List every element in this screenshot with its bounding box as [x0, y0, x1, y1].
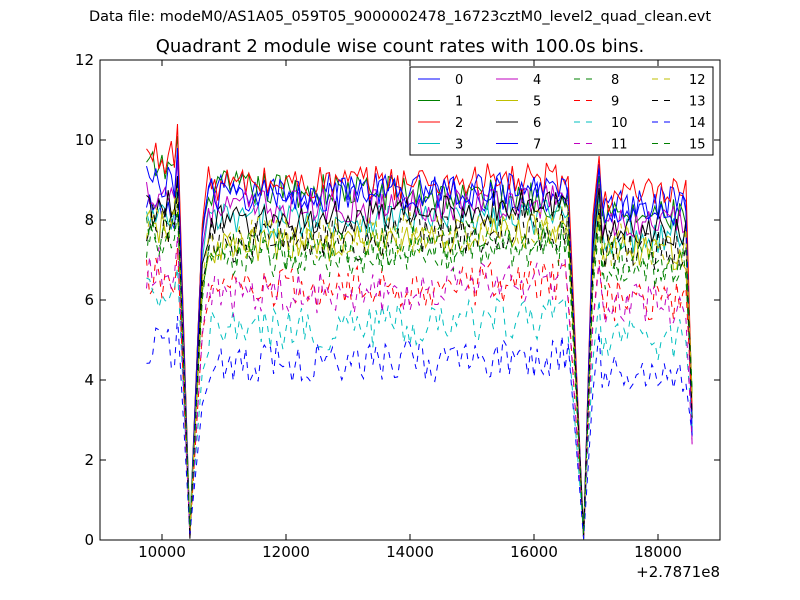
y-tick-label: 2	[84, 451, 94, 469]
series-line-15	[146, 211, 693, 535]
y-tick-label: 4	[84, 371, 94, 389]
y-tick-label: 12	[75, 51, 94, 69]
legend-label-0: 0	[455, 73, 463, 88]
legend-label-2: 2	[455, 116, 463, 131]
series-line-9	[146, 247, 693, 537]
x-tick-label: 16000	[510, 543, 558, 561]
series-line-8	[146, 203, 693, 534]
y-tick-label: 8	[84, 211, 94, 229]
legend-label-8: 8	[611, 73, 619, 88]
series-line-2	[146, 123, 693, 536]
legend-frame	[409, 66, 714, 156]
series-line-6	[146, 175, 693, 539]
data-file-title: Data file: modeM0/AS1A05_059T05_90000024…	[88, 9, 712, 25]
legend-label-4: 4	[533, 73, 541, 88]
x-offset-label: +2.7871e8	[636, 563, 720, 581]
axis-layer: 10000 12000 14000 16000 18000024681012+2.787…	[75, 51, 720, 581]
series-line-7	[146, 147, 693, 538]
legend-label-7: 7	[533, 138, 541, 153]
series-line-12	[146, 187, 693, 540]
x-tick-label: 18000	[634, 543, 682, 561]
y-tick-label: 10	[75, 131, 94, 149]
y-tick-label: 0	[84, 531, 94, 549]
legend-label-15: 15	[689, 138, 706, 153]
legend-label-12: 12	[689, 73, 706, 88]
x-tick-label: 14000	[386, 543, 434, 561]
x-tick-label: 10000	[138, 543, 186, 561]
legend-label-10: 10	[611, 116, 628, 131]
legend-label-1: 1	[455, 95, 463, 110]
series-line-11	[146, 235, 693, 538]
series-layer	[146, 123, 693, 540]
legend-label-9: 9	[611, 95, 619, 110]
legend-label-11: 11	[611, 138, 628, 153]
legend-label-5: 5	[533, 95, 541, 110]
chart-title: Quadrant 2 module wise count rates with …	[155, 36, 645, 57]
legend-label-14: 14	[689, 116, 706, 131]
series-line-14	[146, 315, 693, 540]
y-tick-label: 6	[84, 291, 94, 309]
x-tick-label: 12000	[262, 543, 310, 561]
legend-label-3: 3	[455, 138, 463, 153]
series-line-10	[146, 267, 693, 533]
legend-label-6: 6	[533, 116, 541, 131]
legend-label-13: 13	[689, 95, 706, 110]
